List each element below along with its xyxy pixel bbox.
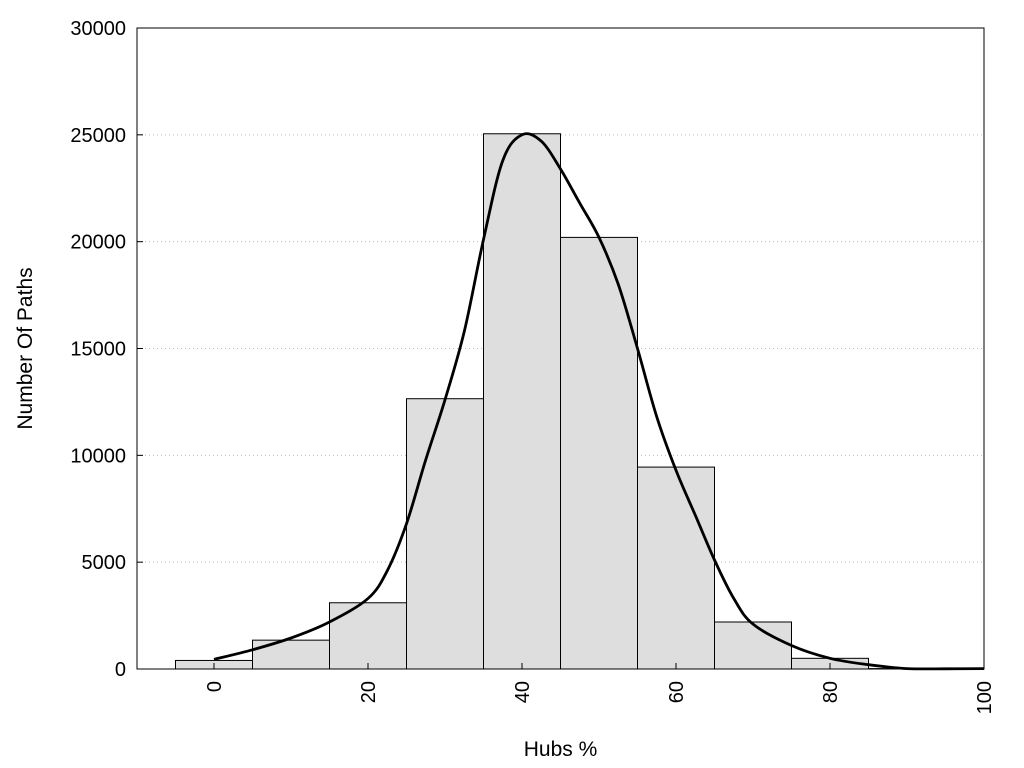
histogram-bar	[714, 621, 792, 670]
x-axis-title: Hubs %	[524, 738, 598, 761]
y-tick-label: 25000	[70, 125, 126, 147]
histogram-bar	[560, 236, 638, 670]
y-axis-title: Number Of Paths	[14, 267, 37, 429]
x-tick-label: 20	[358, 681, 380, 703]
density-curve-group	[213, 132, 985, 671]
density-curve	[213, 132, 985, 671]
histogram-bar	[483, 133, 561, 670]
x-tick-label: 100	[974, 681, 996, 714]
y-axis-ticks: 0 5000 10000 15000 20000 25000 30000	[70, 18, 143, 681]
x-axis-ticks: 0 20 40 60 80 100	[204, 663, 996, 714]
x-tick-label: 40	[512, 681, 534, 703]
histogram-bar	[329, 602, 407, 670]
x-tick-label: 0	[204, 681, 226, 692]
y-tick-label: 20000	[70, 232, 126, 254]
y-tick-label: 10000	[70, 445, 126, 467]
y-tick-label: 0	[115, 659, 126, 681]
histogram-bars	[175, 133, 985, 670]
x-tick-label: 80	[820, 681, 842, 703]
histogram-bar	[252, 639, 330, 670]
y-tick-label: 5000	[82, 552, 127, 574]
histogram-bar	[637, 466, 715, 670]
x-tick-label: 60	[666, 681, 688, 703]
y-tick-label: 30000	[70, 18, 126, 40]
histogram-bar	[406, 398, 484, 670]
y-tick-label: 15000	[70, 339, 126, 361]
